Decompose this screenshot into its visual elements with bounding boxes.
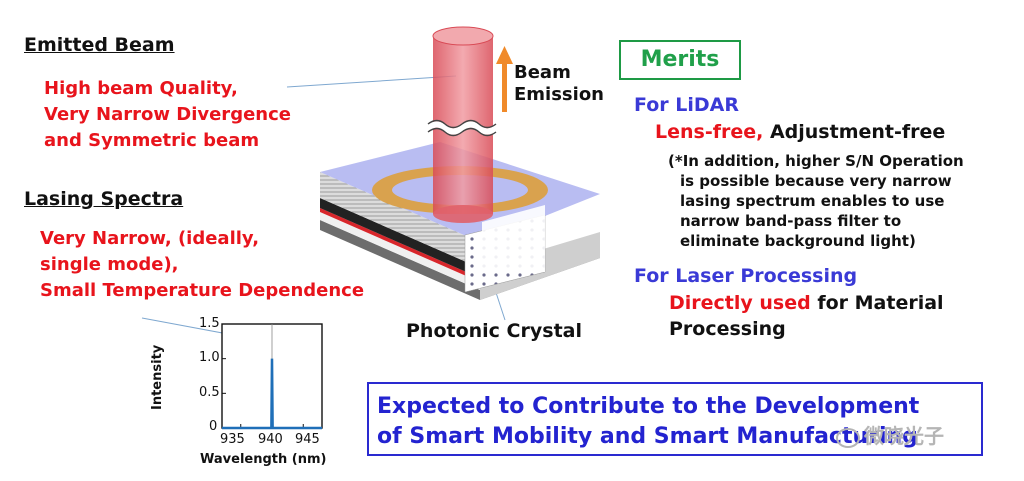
lasing-line: Small Temperature Dependence [40,280,365,301]
lidar-benefit: Lens-free, Adjustment-free [655,121,945,143]
lasing-line: Very Narrow, (ideally, [40,228,260,249]
x-tick-label: 940 [258,432,283,447]
lidar-note-line: narrow band-pass filter to [680,212,902,230]
emitted-beam-title: Emitted Beam [24,34,175,56]
x-tick-label: 935 [220,432,245,447]
lasing-spectra-description: Very Narrow, (ideally, single mode), Sma… [40,226,364,304]
chart-y-axis-label: Intensity [150,344,165,410]
spectrum-chart [221,323,323,430]
chart-x-axis-label: Wavelength (nm) [200,452,327,467]
beam-base [433,205,493,223]
pcsel-diagram [320,26,600,300]
x-tick-label: 945 [295,432,320,447]
lidar-note-line: eliminate background light) [680,232,916,250]
break-mark-top [427,119,497,129]
lidar-heading: For LiDAR [634,94,739,116]
lidar-benefit-red: Lens-free, [655,121,764,143]
photonic-crystal-label: Photonic Crystal [406,320,582,342]
chart-marks [222,323,322,430]
y-tick-label: 1.0 [199,350,220,365]
beam-label-line2: Emission [514,84,604,105]
break-mark-gap [426,121,498,135]
lidar-note-line: lasing spectrum enables to use [680,192,945,210]
chip-substrate [320,212,480,290]
y-tick-label: 1.5 [199,316,220,331]
lidar-benefit-black: Adjustment-free [763,121,946,143]
emission-arrow-shaft [502,62,507,112]
emission-arrow-head [496,46,513,64]
y-tick-label: 0.5 [199,385,220,400]
laser-benefit-black: for Material [810,292,944,314]
watermark: 微晓光子 [836,420,944,449]
expected-contribution-box [367,382,983,456]
lidar-note-line: (*In addition, higher S/N Operation [668,152,964,170]
connector-emitted [286,75,457,88]
laser-processing-heading: For Laser Processing [634,265,858,287]
watermark-text: 微晓光子 [864,424,944,448]
laser-benefit-red: Directly used [669,292,811,314]
expected-line2: of Smart Mobility and Smart Manufacturin… [377,424,918,449]
cutaway-window [482,205,545,272]
beam-emission-label: Beam Emission [514,62,604,106]
expected-line1: Expected to Contribute to the Developmen… [377,394,920,419]
emitted-line: Very Narrow Divergence [44,104,291,125]
merits-heading-box: Merits [619,40,741,80]
wechat-icon [836,427,860,448]
spectrum-series-line [222,358,322,430]
chip-dark-layer [320,198,480,278]
emitted-beam-description: High beam Quality, Very Narrow Divergenc… [44,76,291,154]
chip-red-layer [320,208,480,282]
chip-upper-layers [320,172,480,268]
beam-label-line1: Beam [514,62,571,83]
laser-processing-benefit-line2: Processing [669,318,786,340]
y-tick-label: 0 [209,419,218,434]
expected-contribution-text: Expected to Contribute to the Developmen… [377,392,919,452]
lasing-spectra-title: Lasing Spectra [24,188,184,210]
emitted-line: High beam Quality, [44,78,238,99]
lidar-note: (*In addition, higher S/N Operation is p… [668,151,964,251]
break-mark-bottom [427,127,497,137]
lasing-line: single mode), [40,254,179,275]
lidar-note-line: is possible because very narrow [680,172,952,190]
beam-top [432,26,494,46]
chip-bottom-edge [320,220,480,300]
emitted-line: and Symmetric beam [44,130,260,151]
laser-processing-benefit: Directly used for Material [669,292,944,314]
